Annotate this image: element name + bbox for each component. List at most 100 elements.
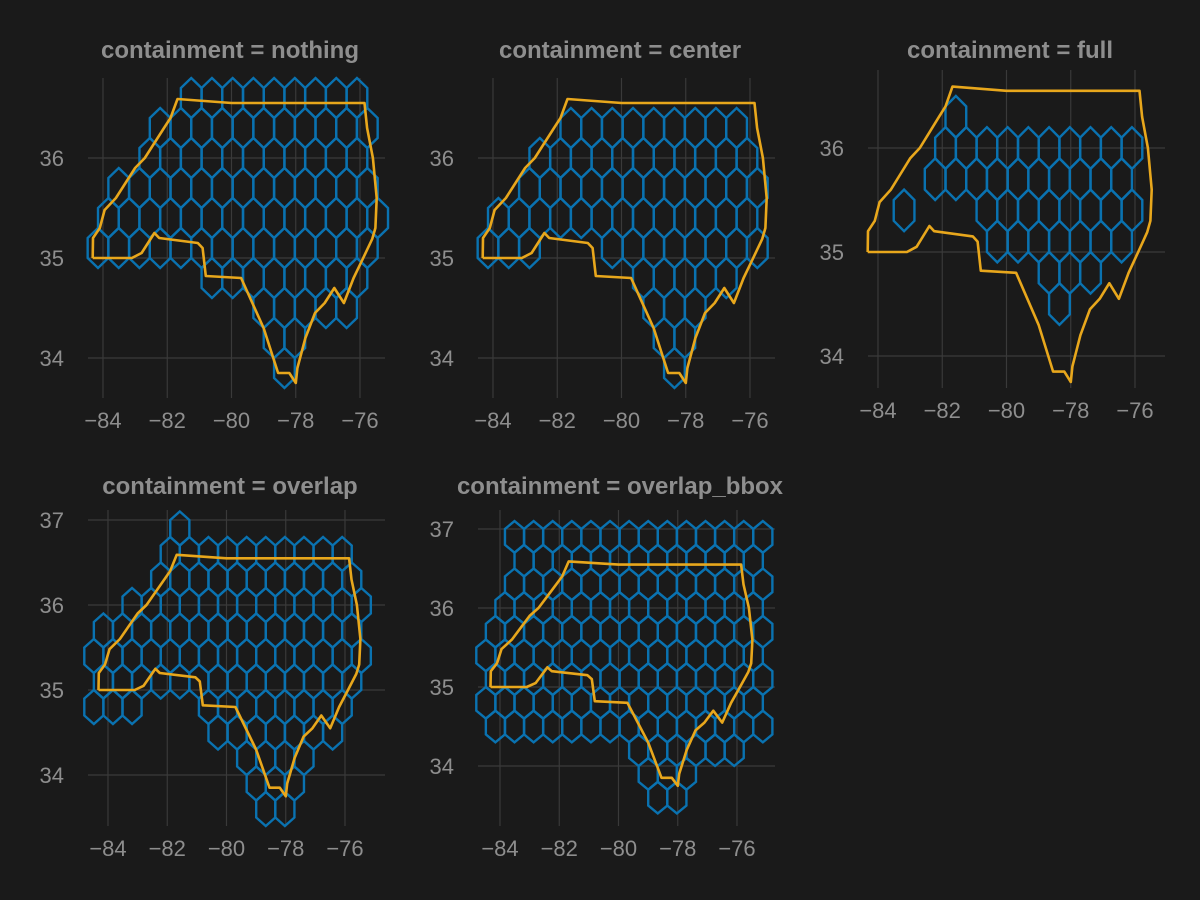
x-tick-label: −82 — [149, 836, 186, 861]
y-tick-label: 36 — [430, 146, 454, 171]
hex-cell — [944, 94, 968, 140]
x-tick-label: −84 — [859, 398, 896, 423]
state-boundary — [97, 553, 362, 798]
hex-cell — [262, 76, 286, 120]
hex-cell — [642, 106, 666, 150]
hex-cell — [293, 535, 315, 573]
x-tick-label: −80 — [988, 398, 1025, 423]
hex-cell — [324, 76, 348, 120]
facet-title: containment = full — [907, 37, 1113, 64]
hex-cell — [345, 76, 369, 120]
y-tick-label: 34 — [430, 754, 454, 779]
y-tick-label: 35 — [40, 678, 64, 703]
x-tick-label: −84 — [481, 836, 518, 861]
x-tick-label: −78 — [659, 836, 696, 861]
hex-cell — [221, 76, 245, 120]
x-tick-label: −76 — [326, 836, 363, 861]
y-tick-label: 34 — [40, 346, 64, 371]
hex-cell — [675, 519, 698, 555]
y-tick-label: 35 — [430, 675, 454, 700]
x-tick-label: −78 — [667, 408, 704, 433]
hex-cell — [179, 76, 203, 120]
facet-title: containment = overlap — [102, 473, 357, 500]
hex-cell — [92, 611, 115, 650]
hex-cell — [561, 519, 583, 555]
x-tick-label: −84 — [89, 836, 126, 861]
hex-cell — [725, 106, 749, 150]
x-tick-label: −82 — [539, 408, 576, 433]
x-tick-label: −76 — [341, 408, 378, 433]
y-tick-label: 37 — [40, 508, 64, 533]
hex-grid — [475, 519, 774, 815]
y-tick-label: 35 — [820, 240, 844, 265]
y-tick-label: 37 — [430, 517, 454, 542]
hex-cell — [200, 76, 224, 120]
facet-panel: containment = overlap −84 −82 −80 −78 −76 34 35… — [40, 473, 385, 861]
x-tick-label: −78 — [277, 408, 314, 433]
x-tick-label: −80 — [208, 836, 245, 861]
hex-cell — [283, 76, 307, 120]
x-tick-label: −80 — [213, 408, 250, 433]
y-tick-label: 34 — [820, 344, 844, 369]
hex-cell — [618, 519, 640, 555]
state-boundary — [489, 560, 754, 788]
x-tick-label: −76 — [731, 408, 768, 433]
hex-cell — [241, 76, 265, 120]
hex-cell — [169, 509, 191, 548]
hex-cell — [694, 519, 717, 555]
x-tick-label: −82 — [149, 408, 186, 433]
hex-cell — [1120, 125, 1144, 171]
y-tick-label: 34 — [40, 763, 64, 788]
hex-cell — [580, 519, 602, 555]
x-tick-label: −84 — [474, 408, 511, 433]
hex-cell — [255, 535, 277, 573]
y-tick-label: 36 — [820, 136, 844, 161]
hex-cell — [656, 519, 679, 555]
hex-cell — [637, 519, 659, 555]
hex-cell — [197, 535, 220, 573]
facet-title: containment = nothing — [101, 37, 359, 64]
hex-cell — [662, 106, 686, 150]
hex-cell — [331, 535, 353, 573]
hex-cell — [559, 106, 583, 150]
x-tick-label: −82 — [541, 836, 578, 861]
hex-cell — [704, 106, 728, 150]
x-tick-label: −82 — [924, 398, 961, 423]
state-boundary — [481, 97, 768, 385]
hex-cell — [621, 106, 645, 150]
x-tick-label: −78 — [1052, 398, 1089, 423]
hex-cell — [892, 187, 916, 233]
y-tick-label: 35 — [430, 246, 454, 271]
y-tick-label: 36 — [40, 593, 64, 618]
x-tick-label: −78 — [267, 836, 304, 861]
hex-grid — [86, 76, 390, 390]
x-tick-label: −80 — [600, 836, 637, 861]
facet-panel: containment = overlap_bbox −84 −82 −80 −78 −7… — [430, 473, 784, 861]
facet-panel: containment = full −84 −82 −80 −78 −76 34 35 36 — [820, 37, 1165, 423]
x-tick-label: −80 — [603, 408, 640, 433]
hex-cell — [522, 519, 545, 555]
hex-cell — [303, 76, 328, 120]
hex-grid — [476, 106, 769, 390]
hex-cell — [503, 519, 526, 555]
hex-cell — [216, 535, 239, 573]
x-tick-label: −76 — [718, 836, 755, 861]
hex-cell — [683, 106, 707, 150]
hex-cell — [752, 519, 774, 555]
facet-title: containment = center — [499, 37, 741, 64]
facet-panel: containment = center −84 −82 −80 −78 −76 34 35 3… — [430, 37, 775, 433]
hex-cell — [312, 535, 334, 573]
state-boundary — [866, 85, 1153, 384]
hex-cell — [713, 519, 736, 555]
y-tick-label: 34 — [430, 346, 454, 371]
hex-cell — [274, 535, 296, 573]
facet-panel: containment = nothing −84 −82 −80 −78 −76 34 35… — [40, 37, 390, 433]
x-tick-label: −84 — [84, 408, 121, 433]
y-tick-label: 35 — [40, 246, 64, 271]
hex-cell — [599, 519, 621, 555]
hex-cell — [600, 106, 624, 150]
hex-cell — [235, 535, 258, 573]
facet-title: containment = overlap_bbox — [457, 473, 784, 500]
